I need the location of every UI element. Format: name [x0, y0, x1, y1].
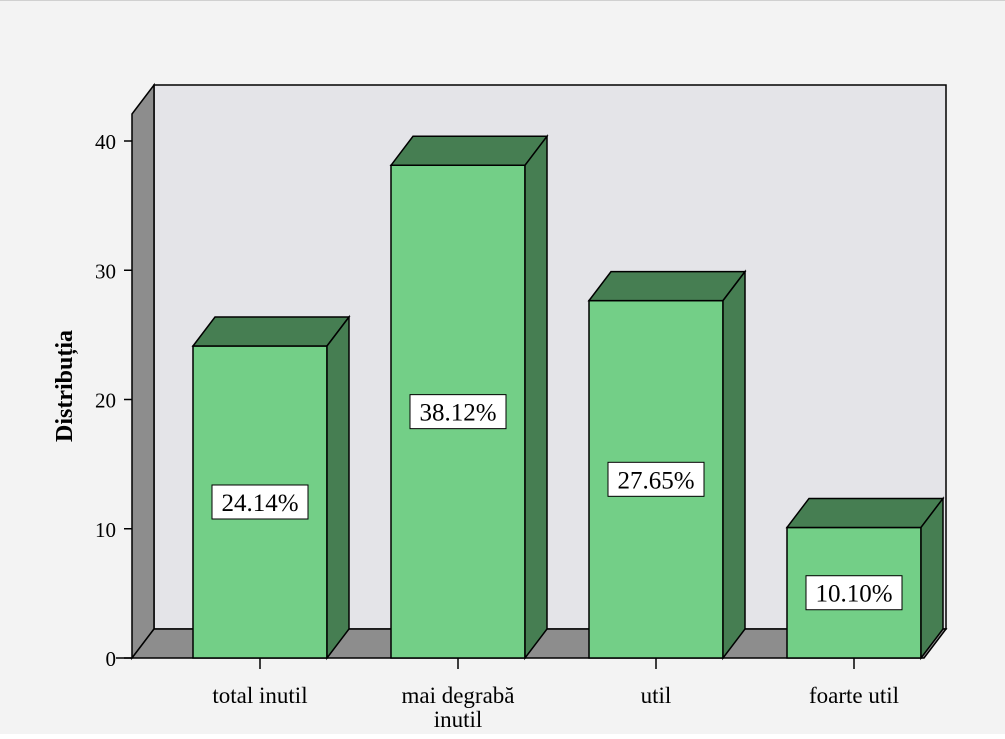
side-wall	[131, 82, 155, 661]
data-label: 10.10%	[805, 575, 903, 611]
bar-top	[389, 135, 549, 167]
x-tick-label-line: total inutil	[212, 683, 307, 708]
data-label-text: 38.12%	[419, 400, 496, 427]
bar-top	[587, 270, 747, 302]
data-label: 27.65%	[607, 461, 705, 497]
data-label-text: 27.65%	[617, 467, 694, 494]
x-tick-label: total inutil	[212, 683, 307, 708]
x-tick-label: mai degrabă inutil	[401, 683, 514, 732]
x-tick-label-line: inutil	[434, 707, 483, 732]
chart-walls	[130, 82, 948, 661]
data-label-text: 10.10%	[815, 581, 892, 608]
data-label-box	[409, 394, 507, 430]
data-label-text: 24.14%	[221, 490, 298, 517]
y-axis-title: Distribuția	[52, 330, 78, 442]
data-label-box	[805, 575, 903, 611]
data-label: 38.12%	[409, 394, 507, 430]
bar-side	[524, 134, 548, 661]
x-tick-label-line: mai degrabă	[401, 683, 514, 708]
bar-top	[785, 497, 945, 529]
data-labels: 24.14% 38.12% 27.65% 10.10%	[211, 394, 903, 611]
data-label-box	[607, 461, 705, 497]
y-tick-label: 0	[106, 647, 117, 671]
data-label-box	[211, 484, 309, 520]
bar-side	[722, 269, 746, 661]
x-tick-label: util	[641, 683, 672, 708]
bar-side	[920, 496, 944, 661]
y-tick-label: 20	[95, 389, 116, 413]
bar-top	[191, 316, 351, 347]
y-tick-label: 30	[95, 259, 116, 283]
x-tick-label-line: foarte util	[809, 683, 899, 708]
bar-side	[326, 314, 350, 661]
y-tick-label: 10	[95, 518, 116, 542]
data-label: 24.14%	[211, 484, 309, 520]
y-tick-label: 40	[95, 130, 116, 154]
axes: 0 10 20 30 40 total inutil mai degrabă inutil ut…	[95, 130, 899, 732]
x-tick-label-line: util	[641, 683, 672, 708]
x-tick-label: foarte util	[809, 683, 899, 708]
